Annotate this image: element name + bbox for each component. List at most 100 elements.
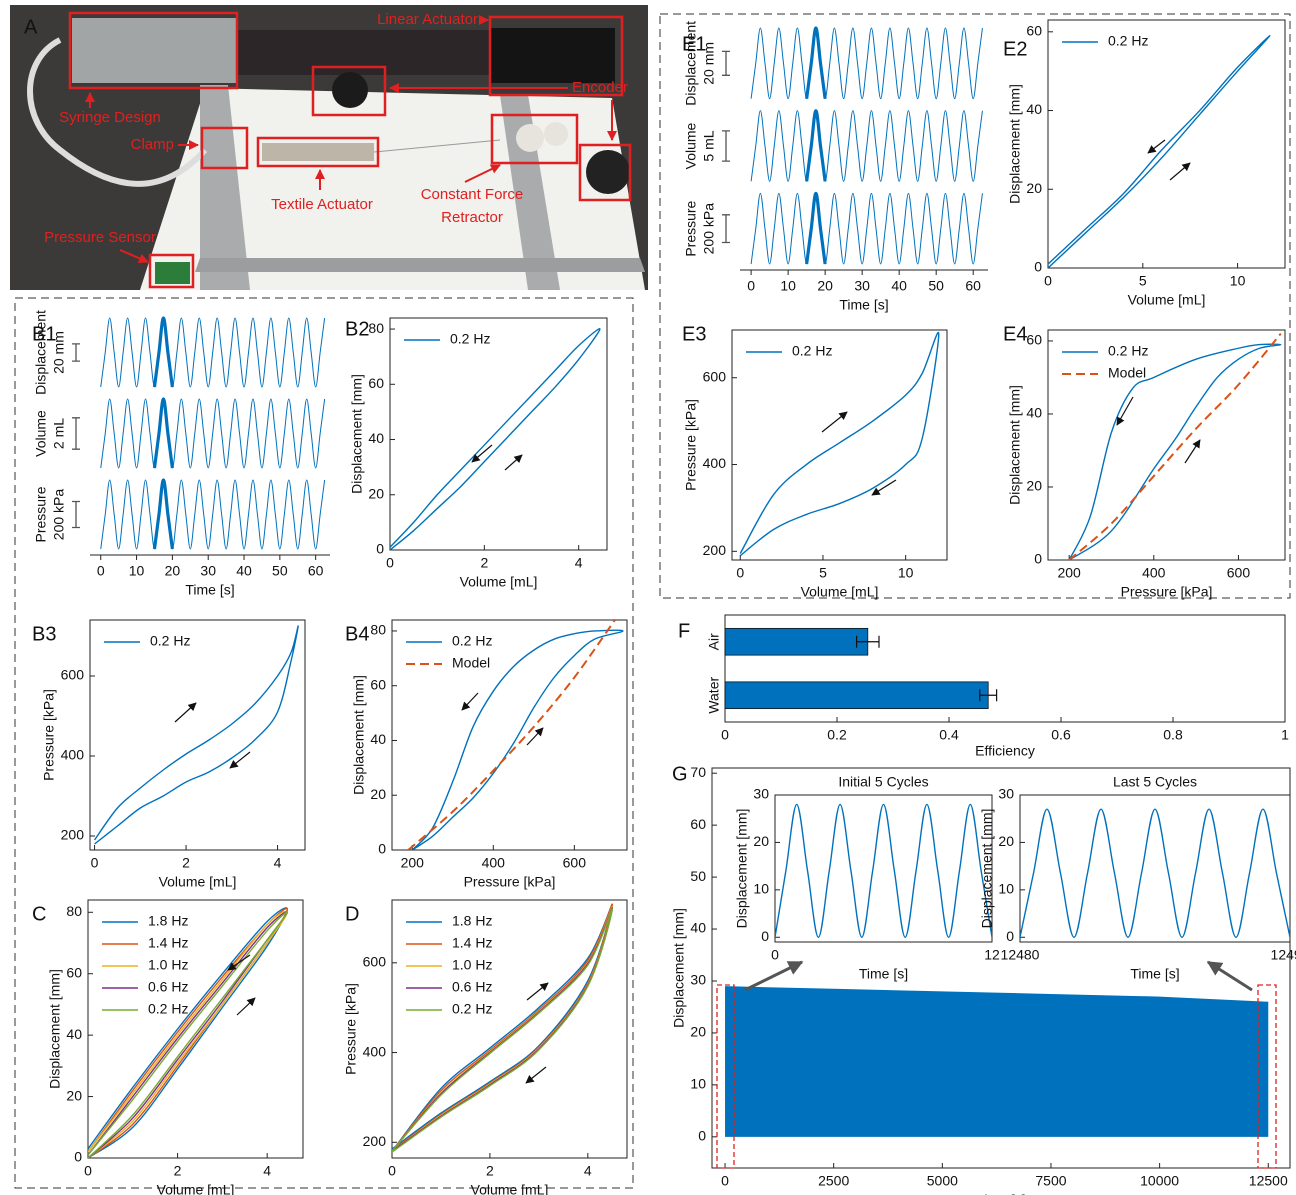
arrow xyxy=(174,702,197,723)
y-tick-label: 0 xyxy=(74,1149,82,1165)
panel-label: F xyxy=(678,620,690,642)
y-tick-label: 20 xyxy=(998,833,1014,849)
y-tick-label: 600 xyxy=(363,954,387,970)
highlight-cycle xyxy=(805,109,827,182)
x-axis-label: Volume [mL] xyxy=(157,1182,235,1195)
x-tick-label: 2 xyxy=(480,555,488,571)
x-tick-label: 40 xyxy=(236,563,252,579)
y-tick-label: 60 xyxy=(370,676,386,692)
x-tick-label: 30 xyxy=(200,563,216,579)
photo-label: Clamp xyxy=(131,136,174,153)
series-line xyxy=(390,328,601,550)
trace xyxy=(750,27,983,100)
x-tick-label: 50 xyxy=(272,563,288,579)
legend-label: 0.2 Hz xyxy=(452,633,492,649)
x-tick-label: 1 xyxy=(1281,727,1289,743)
plot-frame xyxy=(1047,19,1286,269)
panel-label: D xyxy=(345,903,359,925)
x-tick-label: 2 xyxy=(486,1163,494,1179)
legend-label: 0.2 Hz xyxy=(148,1001,188,1017)
panel-label: B1 xyxy=(32,323,56,345)
x-tick-label: 0 xyxy=(721,727,729,743)
scale-bar-label: 200 kPa xyxy=(51,489,67,541)
panel-label: C xyxy=(32,903,46,925)
label-box xyxy=(200,126,249,170)
y-axis-label: Displacement [mm] xyxy=(734,809,750,929)
y-tick-label: 40 xyxy=(66,1026,82,1042)
y-tick-label: 20 xyxy=(753,833,769,849)
x-tick-label: 0 xyxy=(84,1163,92,1179)
inset-title: Last 5 Cycles xyxy=(1113,774,1197,790)
photo-label: Encoder xyxy=(572,79,628,96)
series-line xyxy=(1048,35,1271,268)
x-axis-label: Time [s] xyxy=(976,1192,1025,1195)
x-axis-label: Volume [mL] xyxy=(471,1182,549,1195)
x-tick-label: 0.2 xyxy=(827,727,847,743)
legend-label: 0.2 Hz xyxy=(150,633,190,649)
x-tick-label: 4 xyxy=(263,1163,271,1179)
inset-title: Initial 5 Cycles xyxy=(838,774,928,790)
series-line xyxy=(392,903,614,1152)
x-tick-label: 0 xyxy=(747,278,755,294)
x-tick-label: 200 xyxy=(401,855,425,871)
y-tick-label: 40 xyxy=(1026,405,1042,421)
frame-rail xyxy=(195,258,645,272)
plot-frame xyxy=(711,767,1291,1169)
highlight-cycle xyxy=(152,478,174,550)
x-tick-label: 0 xyxy=(91,855,99,871)
y-tick-label: 40 xyxy=(370,731,386,747)
arrow xyxy=(1184,439,1201,464)
arrow xyxy=(461,692,479,711)
x-tick-label: 10 xyxy=(898,565,914,581)
zoom-arrow xyxy=(744,960,804,992)
bar xyxy=(724,627,869,656)
y-tick-label: 60 xyxy=(690,816,706,832)
panel-label: A xyxy=(24,16,38,38)
direction-arrows xyxy=(174,139,1201,1084)
plot-frame xyxy=(391,619,628,851)
arrow xyxy=(526,727,544,746)
label-box xyxy=(490,113,579,165)
panel-label: E4 xyxy=(1003,323,1027,345)
x-tick-label: 60 xyxy=(965,278,981,294)
series-line xyxy=(94,625,299,845)
x-tick-label: 30 xyxy=(854,278,870,294)
y-tick-label: 60 xyxy=(1026,332,1042,348)
y-tick-label: 30 xyxy=(998,786,1014,802)
trace xyxy=(750,110,983,182)
series-line xyxy=(1068,343,1282,560)
scale-bar xyxy=(72,500,80,529)
y-tick-label: 30 xyxy=(690,972,706,988)
y-axis-label: Displacement [mm] xyxy=(1007,84,1023,204)
y-axis-label: Displacement [mm] xyxy=(1007,385,1023,505)
scale-bar-label: 5 mL xyxy=(701,130,717,161)
syringe xyxy=(72,18,237,83)
x-tick-label: 10000 xyxy=(1140,1173,1179,1189)
arrow xyxy=(236,997,256,1016)
encoder xyxy=(332,72,368,108)
x-tick-label: 10 xyxy=(1230,273,1246,289)
y-tick-label: 200 xyxy=(703,542,727,558)
x-tick-label: 50 xyxy=(928,278,944,294)
bar xyxy=(724,681,989,710)
scale-bar xyxy=(722,130,730,162)
x-tick-label: 10 xyxy=(780,278,796,294)
panel-label: E2 xyxy=(1003,38,1027,60)
series-line xyxy=(88,907,289,1158)
x-tick-label: 20 xyxy=(817,278,833,294)
trace-label: Displacement xyxy=(683,21,699,106)
x-axis-label: Volume [mL] xyxy=(801,584,879,600)
group-box xyxy=(659,13,1291,599)
x-tick-label: 0 xyxy=(736,565,744,581)
scale-bar-label: 20 mm xyxy=(701,42,717,85)
y-tick-label: 20 xyxy=(370,786,386,802)
x-tick-label: 40 xyxy=(891,278,907,294)
scale-bar-label: 200 kPa xyxy=(701,203,717,255)
arrow xyxy=(526,982,549,1001)
legend-label: 1.8 Hz xyxy=(452,913,492,929)
legend-label: 1.4 Hz xyxy=(148,935,188,951)
x-tick-label: 0 xyxy=(97,563,105,579)
scale-bar-label: 20 mm xyxy=(51,331,67,374)
x-tick-label: 0 xyxy=(771,947,779,963)
